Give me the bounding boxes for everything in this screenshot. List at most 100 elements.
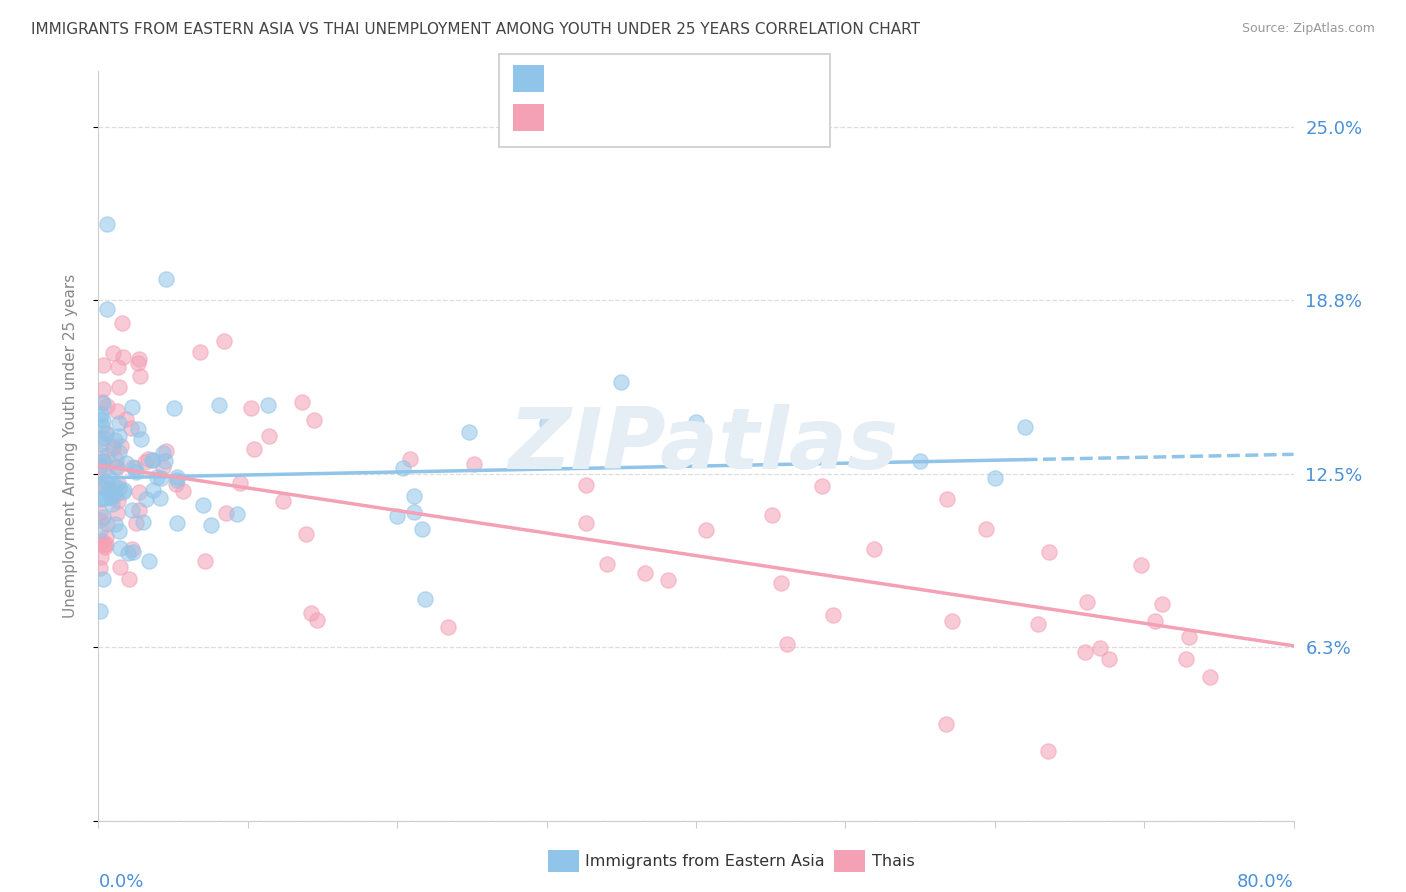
Point [115,456,138,470]
Point [166,516,188,531]
Text: 83: 83 [727,70,749,87]
Point [96,217,118,231]
Point [463,457,485,471]
Point [107,494,129,508]
Point [1199,669,1222,683]
Text: 102: 102 [727,109,762,127]
Point [908,454,931,468]
Point [810,479,832,493]
Point [90,448,112,462]
Point [402,489,425,503]
Point [89,513,111,527]
Point [91,572,114,586]
Point [122,459,145,474]
Point [307,613,329,627]
Text: R =: R = [555,70,586,87]
Point [225,507,247,521]
Point [142,483,165,497]
Point [935,716,957,731]
Point [104,479,127,493]
Point [96,425,118,440]
Point [89,479,111,493]
Point [94,530,117,544]
Point [695,524,717,538]
Point [127,421,149,435]
Point [111,484,134,499]
Point [91,480,114,494]
Point [107,481,129,495]
Point [155,272,177,286]
Point [108,560,131,574]
Point [229,476,252,491]
Point [100,491,122,505]
Point [89,458,111,472]
Point [634,566,657,580]
Point [129,432,152,446]
Point [128,503,150,517]
Point [105,460,128,475]
Point [96,400,118,414]
Point [100,489,122,503]
Point [1088,641,1111,656]
Point [194,554,217,568]
Point [108,541,131,556]
Text: N =: N = [675,70,706,87]
Point [536,416,558,430]
Point [413,591,436,606]
Point [121,541,143,556]
Point [101,497,124,511]
Point [128,485,150,500]
Point [112,483,135,498]
Point [392,461,415,475]
Point [575,478,598,492]
Point [150,470,173,484]
Point [121,400,143,414]
Point [94,541,117,555]
Point [769,576,792,591]
Point [1175,652,1198,666]
Point [93,431,115,445]
Text: 80.0%: 80.0% [1237,873,1294,891]
Point [111,316,134,330]
Point [108,416,131,430]
Point [1014,420,1036,434]
Point [90,418,112,433]
Point [188,344,211,359]
Point [90,437,112,451]
Point [200,518,222,533]
Point [257,428,280,442]
Point [295,527,318,541]
Point [437,620,460,634]
Point [108,429,131,443]
Text: IMMIGRANTS FROM EASTERN ASIA VS THAI UNEMPLOYMENT AMONG YOUTH UNDER 25 YEARS COR: IMMIGRANTS FROM EASTERN ASIA VS THAI UNE… [31,22,920,37]
Point [1036,744,1059,758]
Point [172,483,194,498]
Text: Immigrants from Eastern Asia: Immigrants from Eastern Asia [585,855,824,869]
Point [141,452,163,467]
Point [595,557,617,571]
Text: Source: ZipAtlas.com: Source: ZipAtlas.com [1241,22,1375,36]
Point [212,334,235,348]
Point [1026,616,1049,631]
Point [411,522,433,536]
Point [1130,558,1153,572]
Point [166,469,188,483]
Point [257,399,280,413]
Point [111,350,134,364]
Point [121,503,143,517]
Point [208,398,231,412]
Point [457,425,479,439]
Point [104,434,127,448]
Point [610,376,633,390]
Point [124,461,146,475]
Point [94,491,117,505]
Point [110,439,132,453]
Point [108,380,131,394]
Point [575,516,598,530]
Text: R =: R = [555,109,586,127]
Point [93,461,115,475]
Point [1143,614,1166,628]
Point [132,515,155,529]
Point [89,506,111,520]
Point [105,403,128,417]
